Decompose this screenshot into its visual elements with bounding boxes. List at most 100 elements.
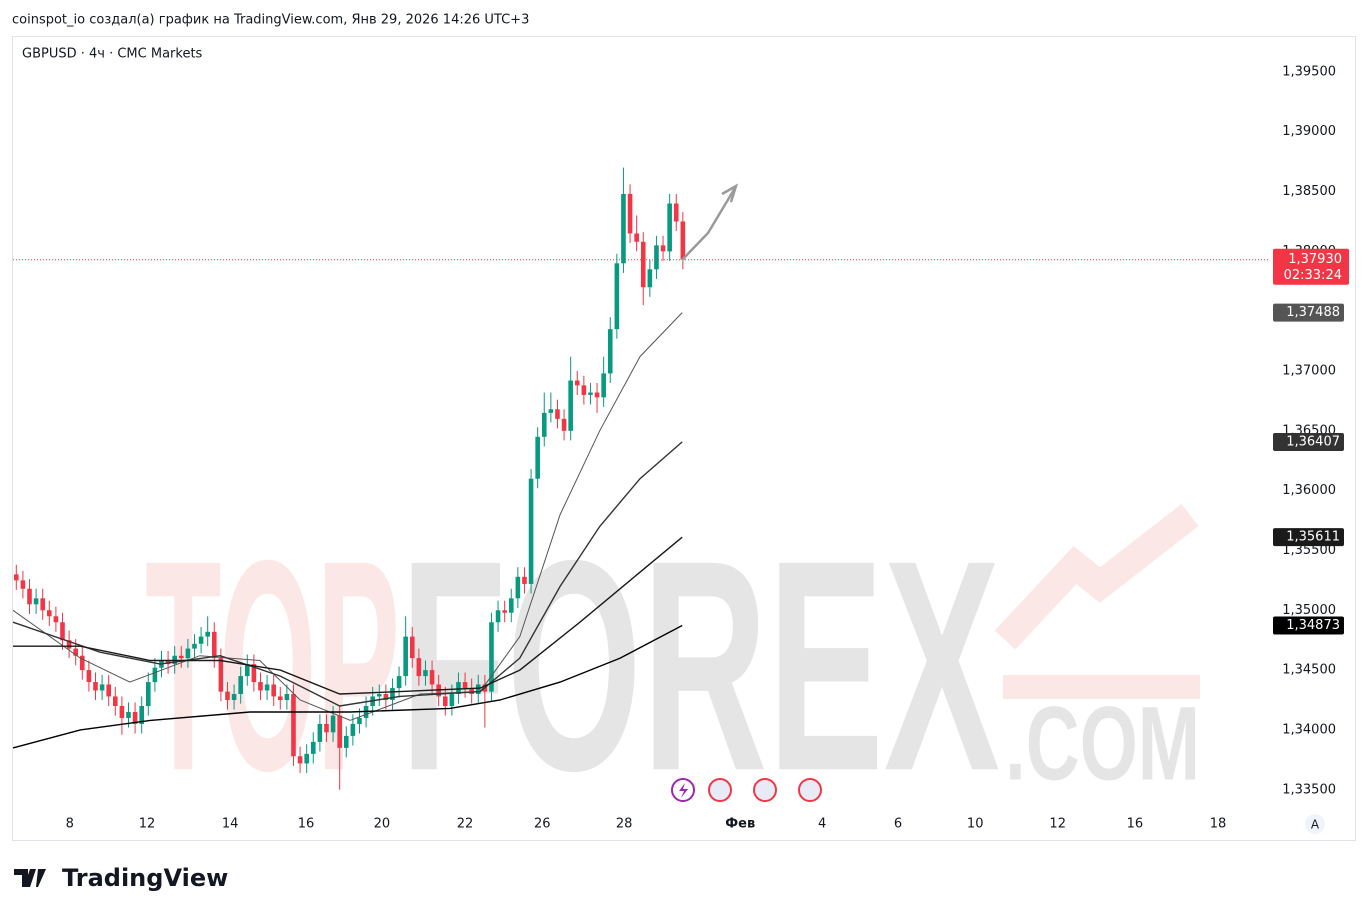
candle-body <box>139 706 144 724</box>
candle-body <box>225 691 230 701</box>
candle-body <box>251 664 257 683</box>
candle-body <box>192 643 197 649</box>
candle-body <box>350 723 356 736</box>
auto-scale-label[interactable]: A <box>1311 818 1320 832</box>
candle-body <box>126 711 131 718</box>
candle-body <box>660 245 666 252</box>
candle-body <box>79 655 85 671</box>
candle-body <box>403 636 408 677</box>
candle-body <box>607 329 613 374</box>
candle-body <box>277 696 283 701</box>
drawn-arrow <box>681 187 737 261</box>
y-tick-label: 1,33500 <box>1282 782 1336 797</box>
candle-body <box>621 193 626 264</box>
candle-body <box>264 684 270 691</box>
ma-label: 1,34873 <box>1286 618 1340 633</box>
x-tick-label: 28 <box>616 817 633 832</box>
candle-body <box>258 682 263 691</box>
candle-body <box>145 682 151 706</box>
ma-label-box <box>1273 303 1344 322</box>
candle-body <box>205 631 210 637</box>
y-tick-label: 1,37000 <box>1282 364 1336 379</box>
y-tick-label: 1,35000 <box>1282 603 1336 618</box>
candle-body <box>271 684 276 697</box>
moving-average <box>12 624 683 749</box>
candle-body <box>337 715 342 748</box>
watermark-arrow <box>994 503 1199 650</box>
candle-body <box>647 269 653 288</box>
candle-body <box>475 684 481 695</box>
candle-body <box>396 676 402 689</box>
x-tick-label: 14 <box>222 817 239 832</box>
candle-body <box>673 203 679 222</box>
candle-body <box>178 655 184 659</box>
watermark-bar <box>1003 675 1200 699</box>
ma-label: 1,35611 <box>1286 530 1340 545</box>
event-icon[interactable] <box>753 778 777 802</box>
price-label: 1,37930 <box>1288 252 1342 267</box>
x-tick-label: 20 <box>374 817 391 832</box>
event-icon[interactable] <box>798 778 822 802</box>
candle-body <box>60 622 65 641</box>
x-tick-label: 22 <box>457 817 474 832</box>
event-icon-bolt <box>679 783 688 798</box>
ma-label-box <box>1273 528 1344 547</box>
candle-body <box>429 670 435 685</box>
candle-body <box>99 684 105 691</box>
x-tick-label: 12 <box>1049 817 1066 832</box>
x-tick-label: 8 <box>66 817 74 832</box>
candle-body <box>416 658 422 677</box>
moving-average <box>12 312 683 721</box>
candle-body <box>106 684 111 697</box>
auto-scale-button[interactable] <box>1305 814 1325 834</box>
candle-body <box>581 385 587 395</box>
candle-body <box>132 711 138 724</box>
candle-body <box>73 648 78 656</box>
candle-body <box>515 576 521 599</box>
event-icon[interactable] <box>708 778 732 802</box>
ma-label-box <box>1273 432 1344 451</box>
candle-body <box>244 664 250 677</box>
event-icons <box>671 778 822 802</box>
candle-body <box>231 694 237 701</box>
candle-body <box>462 682 468 689</box>
candle-body <box>53 616 59 623</box>
candle-body <box>185 648 191 659</box>
x-tick-label: 6 <box>894 817 902 832</box>
candle-body <box>343 735 349 748</box>
candle-body <box>383 694 389 701</box>
candle-body <box>310 741 316 754</box>
candle-body <box>627 193 633 234</box>
moving-average <box>12 441 683 707</box>
candle-body <box>238 676 243 695</box>
candle-body <box>548 409 554 413</box>
candle-body <box>33 598 39 605</box>
candle-body <box>13 574 19 581</box>
candle-body <box>574 380 580 386</box>
x-tick-label: 16 <box>1127 817 1144 832</box>
candle-body <box>291 694 296 757</box>
ma-label: 1,37488 <box>1286 305 1340 320</box>
candle-body <box>469 688 474 695</box>
candle-body <box>86 670 92 683</box>
candle-body <box>330 715 336 733</box>
ma-label: 1,36407 <box>1286 434 1340 449</box>
candle-body <box>284 694 290 701</box>
plot-area <box>12 71 1282 840</box>
candle-body <box>541 412 547 437</box>
candle-body <box>522 576 527 584</box>
candle-body <box>654 245 659 270</box>
candle-body <box>528 478 534 584</box>
x-tick-label: Фев <box>725 817 755 832</box>
watermark-forex: FOREX <box>400 497 1001 833</box>
candle-body <box>304 753 309 764</box>
y-tick-label: 1,34500 <box>1282 663 1336 678</box>
candle-body <box>601 373 606 398</box>
candle-body <box>198 636 204 644</box>
price-timer: 02:33:24 <box>1284 268 1342 283</box>
candle-body <box>640 241 646 288</box>
header: coinspot_io создал(а) график на TradingV… <box>12 13 529 28</box>
candle-body <box>40 598 45 611</box>
candle-body <box>324 723 329 733</box>
